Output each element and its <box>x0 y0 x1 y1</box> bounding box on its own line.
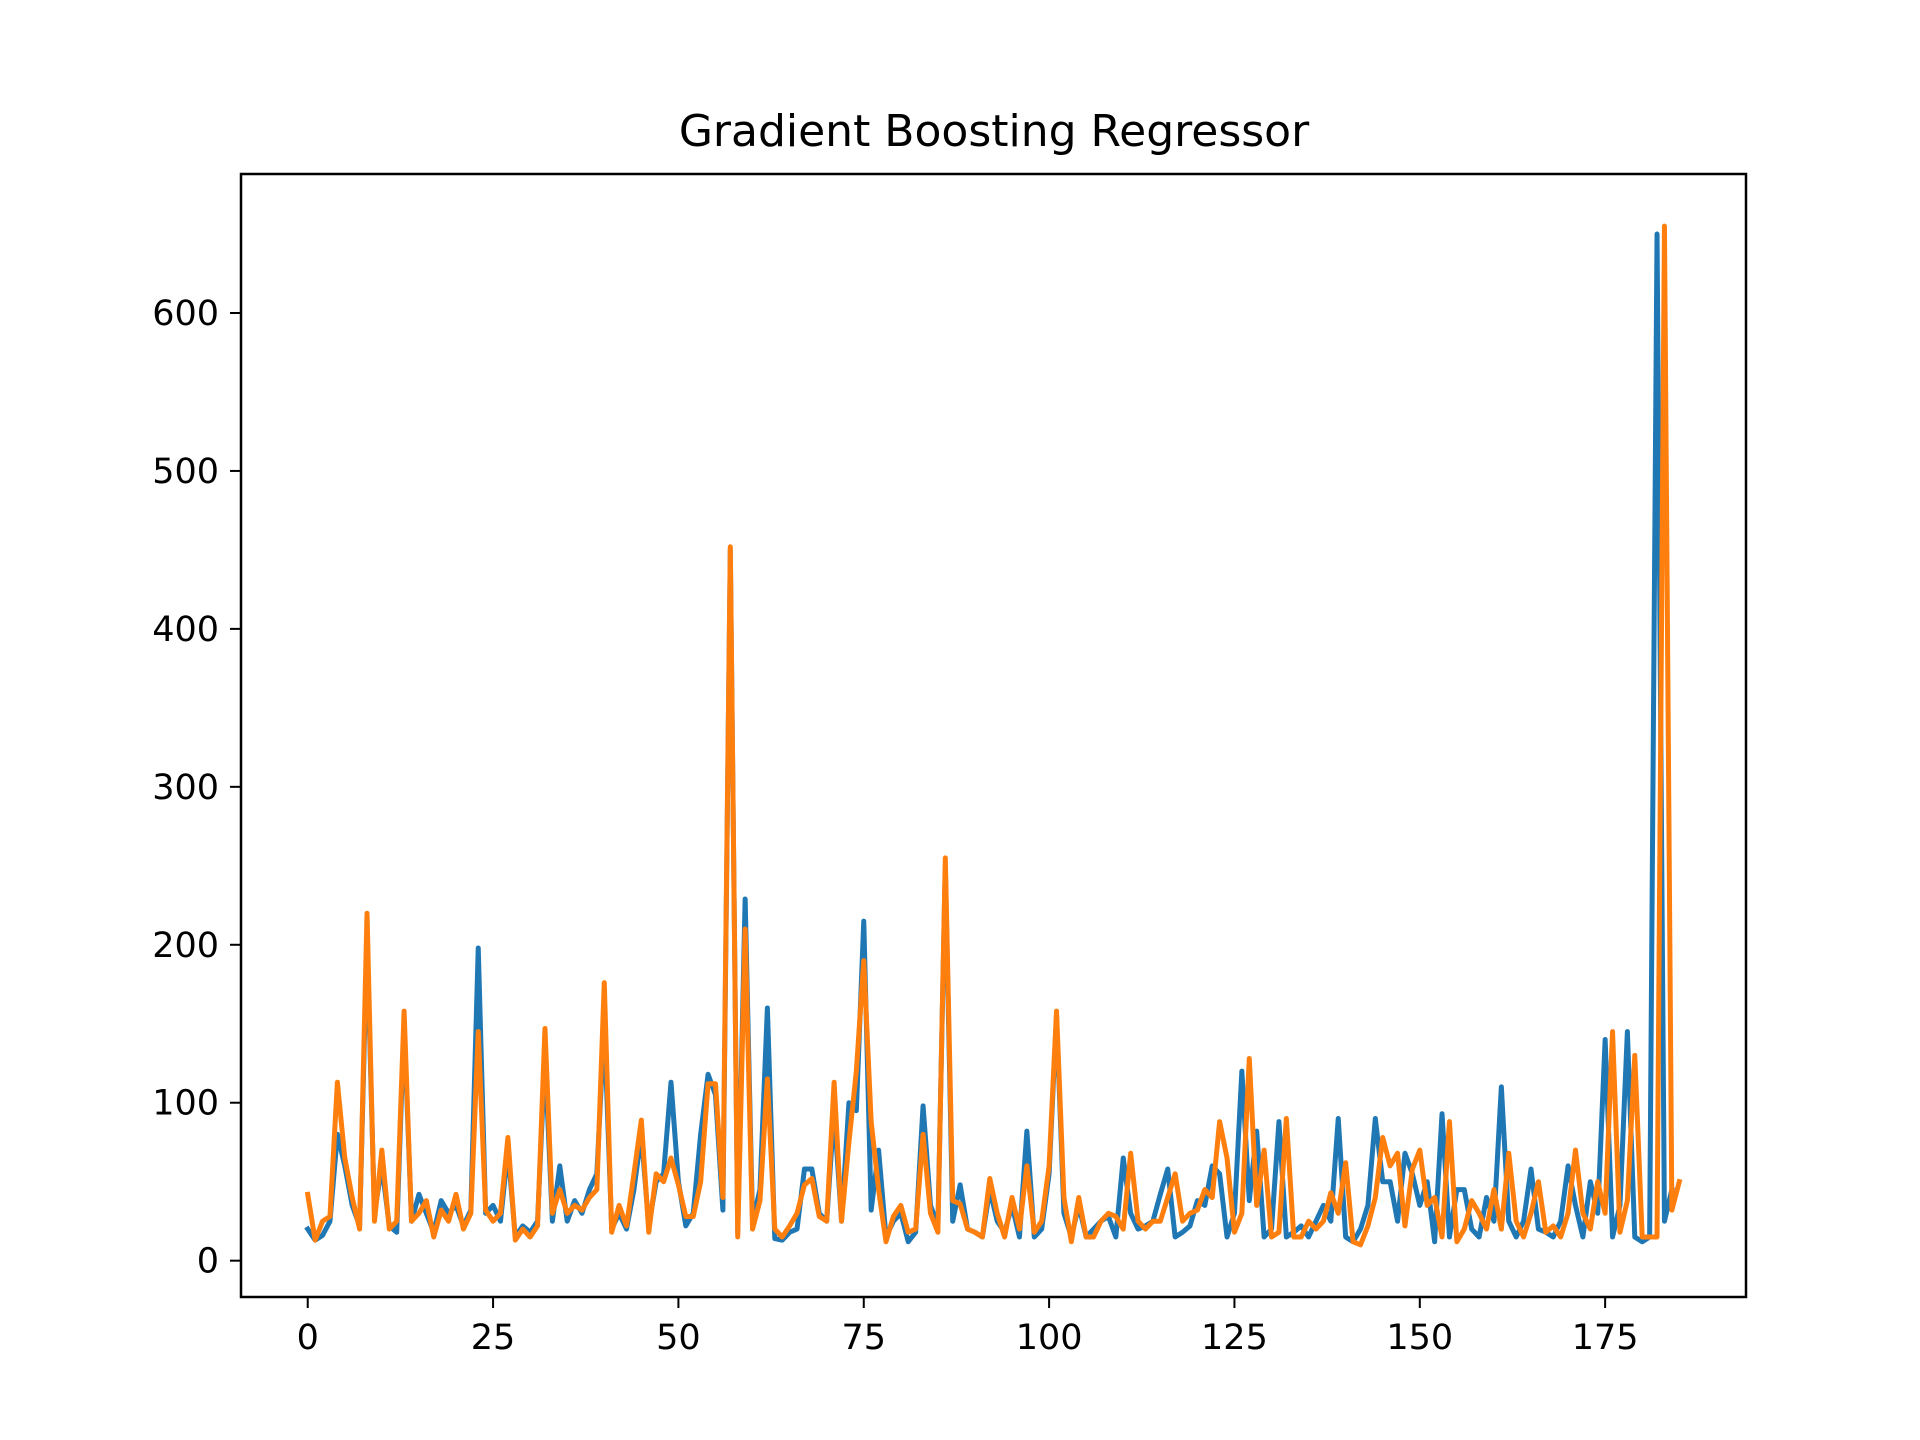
x-tick-label: 175 <box>1572 1318 1639 1358</box>
series-0-line <box>304 231 1675 1245</box>
y-tick-label: 200 <box>152 926 219 966</box>
y-axis: 0 100 200 300 400 500 600 <box>152 294 241 1282</box>
x-tick-label: 0 <box>297 1318 319 1358</box>
y-tick-label: 100 <box>152 1084 219 1124</box>
y-tick-label: 500 <box>152 452 219 492</box>
plot-frame <box>239 172 1748 1299</box>
chart-title: Gradient Boosting Regressor <box>679 106 1310 157</box>
y-tick-label: 0 <box>197 1242 219 1282</box>
x-tick-label: 25 <box>471 1318 516 1358</box>
x-axis: 0 25 50 75 100 125 150 175 <box>297 1297 1639 1358</box>
y-tick-label: 300 <box>152 768 219 808</box>
x-tick-label: 100 <box>1016 1318 1083 1358</box>
y-tick-label: 600 <box>152 294 219 334</box>
y-tick-label: 400 <box>152 610 219 650</box>
series-1-line <box>304 223 1683 1248</box>
series-layer <box>304 223 1683 1248</box>
x-tick-label: 75 <box>841 1318 886 1358</box>
x-tick-label: 125 <box>1201 1318 1268 1358</box>
x-tick-label: 50 <box>656 1318 701 1358</box>
x-tick-label: 150 <box>1386 1318 1453 1358</box>
